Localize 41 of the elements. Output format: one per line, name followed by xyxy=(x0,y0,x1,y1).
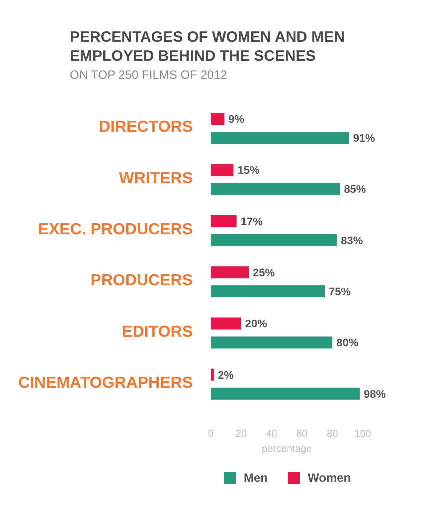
chart-subtitle: ON TOP 250 FILMS OF 2012 xyxy=(70,68,228,82)
data-label: 98% xyxy=(364,388,386,401)
data-label: 91% xyxy=(353,132,376,145)
bar xyxy=(211,164,234,176)
data-label: 9% xyxy=(228,114,245,126)
x-tick-label: 100 xyxy=(354,429,372,440)
y-tick-label: DIRECTORS xyxy=(99,119,194,136)
bar xyxy=(211,286,325,298)
bar xyxy=(211,132,350,144)
x-axis-title: percentage xyxy=(262,444,312,455)
chart-title: PERCENTAGES OF WOMEN AND MEN EMPLOYED BEHIND THE SCENES xyxy=(70,29,346,65)
x-tick-label: 20 xyxy=(236,429,248,440)
y-tick-label: CINEMATOGRAPHERS xyxy=(18,375,194,392)
y-tick-label: WRITERS xyxy=(119,170,194,188)
y-tick-label: EDITORS xyxy=(122,324,194,341)
data-label: 75% xyxy=(329,286,352,298)
data-label: 2% xyxy=(218,370,234,382)
data-label: 85% xyxy=(344,184,366,196)
bar xyxy=(211,113,225,126)
data-label: 80% xyxy=(336,338,359,350)
legend-label: Men xyxy=(244,471,268,486)
data-label: 20% xyxy=(245,318,268,331)
x-tick-label: 60 xyxy=(296,429,308,440)
data-label: 25% xyxy=(253,267,276,280)
bar xyxy=(211,234,338,246)
data-label: 15% xyxy=(238,165,260,178)
bar xyxy=(211,183,340,196)
y-tick-label: PRODUCERS xyxy=(90,272,194,290)
x-tick-label: 0 xyxy=(208,429,214,440)
x-tick-label: 80 xyxy=(327,429,339,440)
bar xyxy=(211,215,237,228)
x-tick-label: 40 xyxy=(266,429,278,440)
legend-label: Women xyxy=(308,471,352,486)
data-label: 17% xyxy=(240,216,264,228)
bar xyxy=(211,368,214,381)
bar xyxy=(211,388,360,400)
bar xyxy=(211,266,249,279)
y-tick-label: EXEC. PRODUCERS xyxy=(38,222,194,239)
bar xyxy=(211,318,242,330)
data-label: 83% xyxy=(341,235,364,248)
bar xyxy=(211,336,333,349)
